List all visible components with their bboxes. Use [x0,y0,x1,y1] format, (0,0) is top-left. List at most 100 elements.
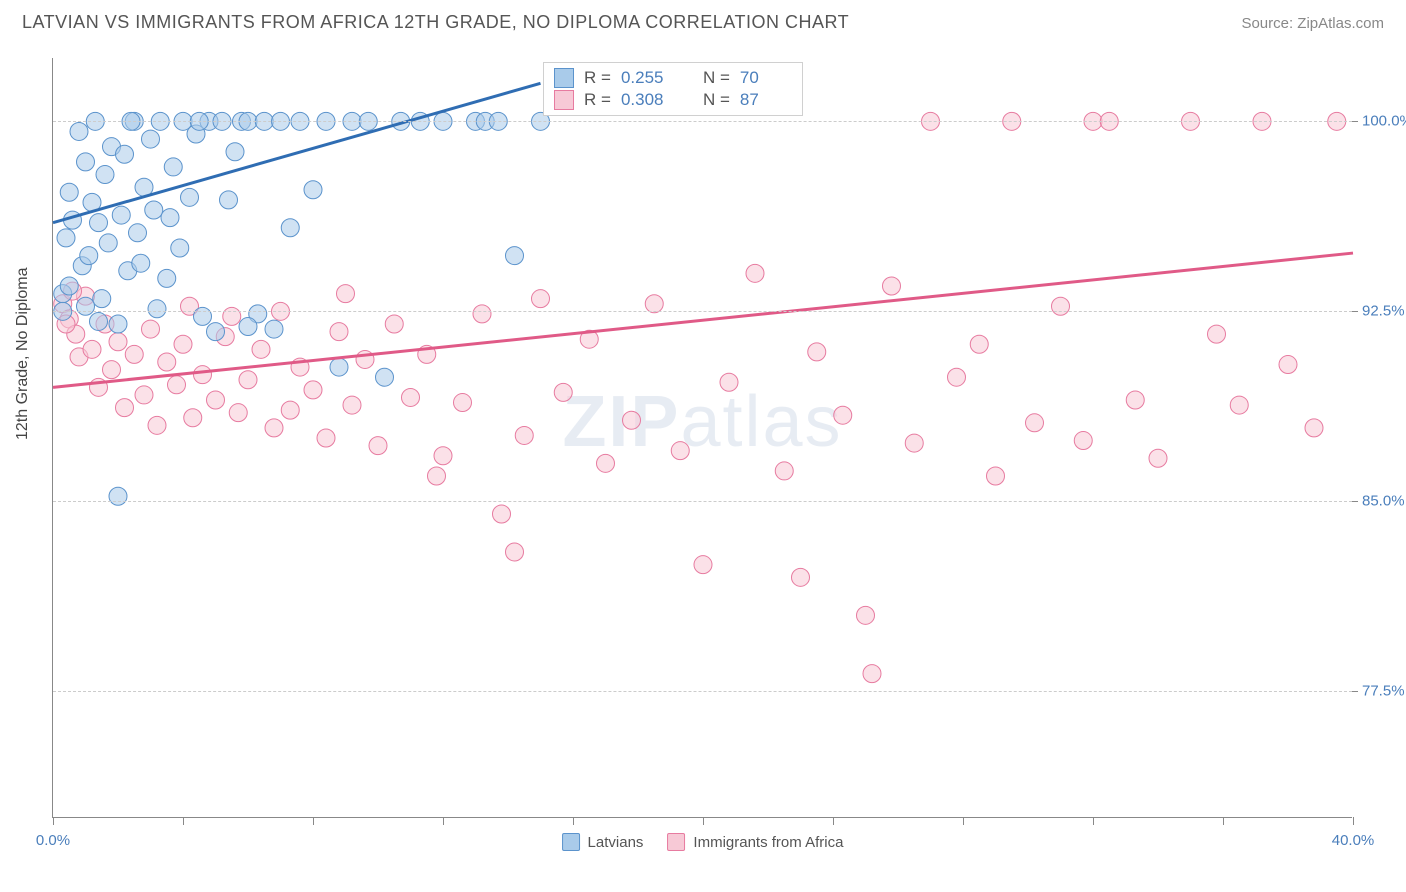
data-point [337,285,355,303]
scatter-svg [53,58,1352,817]
y-tick-label: 77.5% [1362,683,1406,700]
data-point [181,188,199,206]
data-point [473,305,491,323]
data-point [506,543,524,561]
data-point [265,320,283,338]
data-point [1230,396,1248,414]
legend-item-b: Immigrants from Africa [667,833,843,851]
y-tick-label: 100.0% [1362,113,1406,130]
data-point [83,340,101,358]
x-tick [443,817,444,825]
x-tick [313,817,314,825]
data-point [948,368,966,386]
data-point [168,376,186,394]
x-tick [573,817,574,825]
chart-title: LATVIAN VS IMMIGRANTS FROM AFRICA 12TH G… [22,12,849,33]
data-point [987,467,1005,485]
stats-row-b: R = 0.308 N = 87 [554,89,792,111]
data-point [129,224,147,242]
data-point [145,201,163,219]
swatch-b-icon [554,90,574,110]
data-point [184,409,202,427]
swatch-a-icon [562,833,580,851]
gridline [53,121,1352,122]
x-tick [703,817,704,825]
data-point [1208,325,1226,343]
data-point [834,406,852,424]
data-point [90,214,108,232]
data-point [775,462,793,480]
source-label: Source: ZipAtlas.com [1241,15,1384,32]
data-point [343,396,361,414]
x-tick [833,817,834,825]
data-point [1126,391,1144,409]
data-point [863,665,881,683]
data-point [330,358,348,376]
data-point [207,391,225,409]
data-point [1279,356,1297,374]
data-point [109,333,127,351]
n-value-a: 70 [740,68,792,88]
data-point [1305,419,1323,437]
x-tick [53,817,54,825]
data-point [158,353,176,371]
data-point [808,343,826,361]
data-point [1052,297,1070,315]
data-point [132,254,150,272]
x-tick [183,817,184,825]
data-point [194,307,212,325]
data-point [125,345,143,363]
gridline [53,501,1352,502]
data-point [57,229,75,247]
data-point [304,181,322,199]
data-point [229,404,247,422]
data-point [493,505,511,523]
data-point [905,434,923,452]
data-point [148,300,166,318]
data-point [70,122,88,140]
swatch-b-icon [667,833,685,851]
data-point [99,234,117,252]
data-point [671,442,689,460]
data-point [239,371,257,389]
data-point [77,297,95,315]
data-point [239,318,257,336]
data-point [116,145,134,163]
y-tick-label: 85.0% [1362,493,1406,510]
x-tick-label: 0.0% [36,832,70,849]
data-point [174,335,192,353]
data-point [281,401,299,419]
data-point [103,361,121,379]
data-point [857,606,875,624]
data-point [1074,432,1092,450]
data-point [60,183,78,201]
stats-row-a: R = 0.255 N = 70 [554,67,792,89]
data-point [161,209,179,227]
x-tick [1223,817,1224,825]
data-point [369,437,387,455]
data-point [142,130,160,148]
data-point [1026,414,1044,432]
data-point [402,388,420,406]
x-tick-label: 40.0% [1332,832,1375,849]
r-value-b: 0.308 [621,90,673,110]
data-point [93,290,111,308]
data-point [746,264,764,282]
data-point [265,419,283,437]
data-point [317,429,335,447]
legend-label-a: Latvians [588,834,644,851]
data-point [112,206,130,224]
x-tick [1093,817,1094,825]
data-point [454,394,472,412]
data-point [623,411,641,429]
data-point [80,247,98,265]
data-point [883,277,901,295]
data-point [252,340,270,358]
gridline [53,311,1352,312]
data-point [148,416,166,434]
data-point [135,386,153,404]
data-point [385,315,403,333]
data-point [116,399,134,417]
data-point [970,335,988,353]
r-value-a: 0.255 [621,68,673,88]
